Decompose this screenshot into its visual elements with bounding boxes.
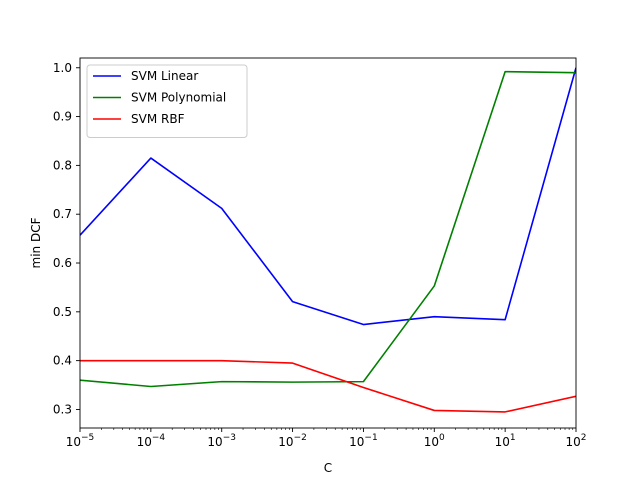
x-tick-label: 10−4: [137, 433, 166, 449]
x-tick-label: 102: [565, 433, 586, 449]
y-tick-label: 0.8: [53, 158, 72, 172]
x-axis-label: C: [324, 461, 332, 475]
legend-box: [86, 64, 248, 138]
series-line-1: [80, 70, 576, 388]
x-tick-label: 10−5: [66, 433, 95, 449]
legend: SVM Linear SVM Polynomial SVM RBF: [86, 64, 248, 138]
series-line-2: [80, 359, 576, 413]
x-tick-label: 101: [495, 433, 516, 449]
x-tick-label: 100: [424, 433, 445, 449]
axes-frame: [79, 57, 577, 429]
y-tick-label: 0.9: [53, 110, 72, 124]
x-tick-label: 10−1: [349, 433, 378, 449]
y-axis-label: min DCF: [29, 217, 43, 268]
series-layer: [80, 67, 576, 413]
y-tick-label: 0.5: [53, 305, 72, 319]
y-tick-label: 0.4: [53, 354, 72, 368]
axes-layer: 10−5 10−4 10−3 10−2 10−1 100 101 102 0.3 0.4 0.5 0.…: [53, 57, 587, 449]
y-tick-label: 0.7: [53, 207, 72, 221]
y-tick-label: 0.3: [53, 402, 72, 416]
x-tick-label: 10−3: [207, 433, 236, 449]
y-tick-label: 1.0: [53, 61, 72, 75]
y-tick-label: 0.6: [53, 256, 72, 270]
legend-label-2: SVM RBF: [131, 112, 185, 126]
legend-label-1: SVM Polynomial: [131, 91, 226, 105]
x-tick-label: 10−2: [278, 433, 307, 449]
legend-label-0: SVM Linear: [131, 69, 198, 83]
series-line-0: [80, 67, 576, 326]
